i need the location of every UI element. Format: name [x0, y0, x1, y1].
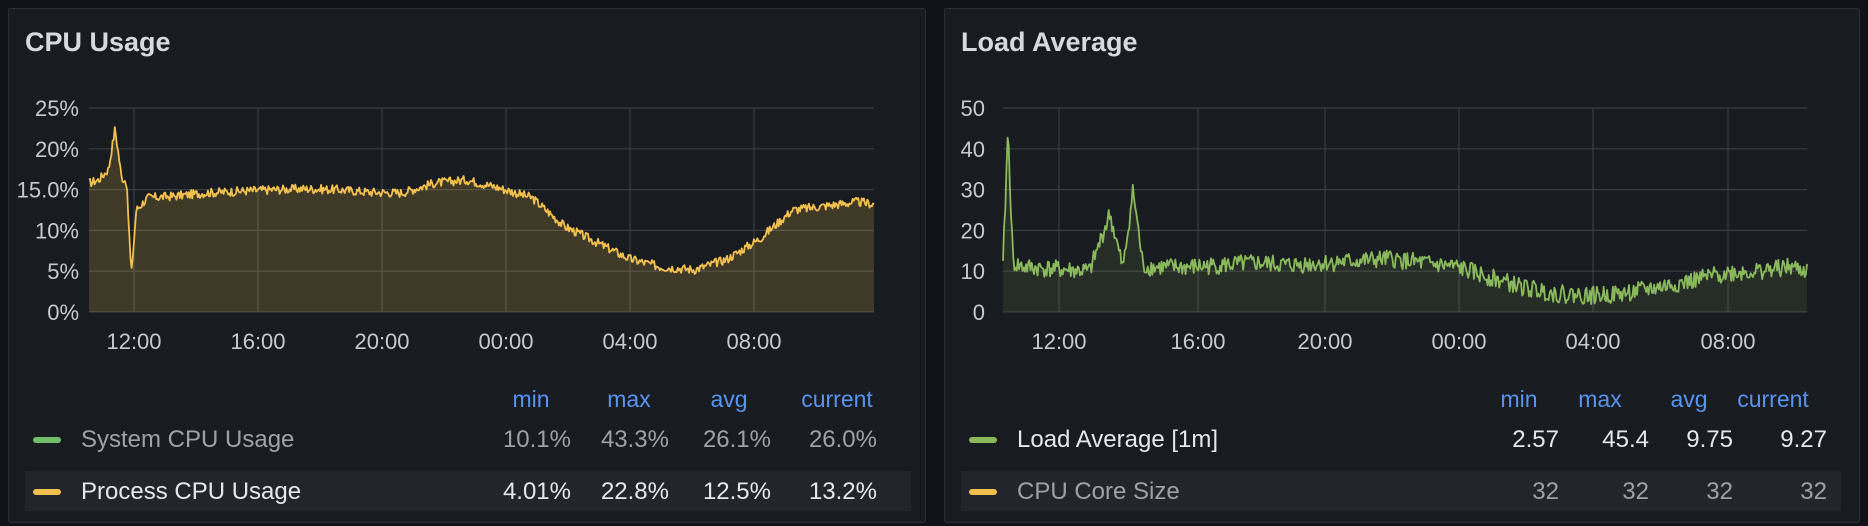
- series-area: [89, 127, 874, 312]
- panel-title[interactable]: CPU Usage: [25, 27, 171, 57]
- legend-value-max: 32: [1622, 478, 1649, 505]
- y-tick-label: 15.0%: [17, 178, 79, 203]
- panel-title[interactable]: Load Average: [961, 27, 1138, 57]
- legend-color-swatch: [33, 437, 61, 443]
- cpu-usage-chart: 0% 5% 10% 15.0% 20% 25% 12:00 16:00 20:00 00:00 04…: [17, 96, 875, 354]
- y-tick-label: 0%: [47, 300, 79, 325]
- legend-header-avg[interactable]: avg: [710, 386, 748, 412]
- x-tick-label: 20:00: [354, 329, 409, 354]
- cpu-usage-legend: min max avg current System CPU Usage 10.1% 43.…: [9, 9, 925, 522]
- y-tick-label: 0: [973, 300, 985, 325]
- legend-header-min[interactable]: min: [1500, 386, 1538, 412]
- legend-header-avg[interactable]: avg: [1670, 386, 1708, 412]
- series-line: [88, 126, 875, 275]
- legend-header-max[interactable]: max: [1578, 386, 1622, 412]
- series-area: [1003, 137, 1807, 312]
- y-tick-label: 25%: [35, 96, 79, 121]
- y-tick-label: 10: [961, 259, 985, 284]
- legend-series-name: System CPU Usage: [81, 426, 295, 453]
- legend-value-avg: 12.5%: [702, 478, 771, 505]
- legend-value-current: 26.0%: [808, 426, 877, 453]
- legend-row[interactable]: System CPU Usage 10.1% 43.3% 26.1% 26.0%: [25, 419, 911, 459]
- x-tick-label: 08:00: [1700, 329, 1755, 354]
- legend-value-min: 10.1%: [502, 426, 571, 453]
- legend-value-max: 45.4: [1602, 426, 1649, 453]
- cpu-usage-panel: CPU Usage 0% 5% 10% 15.0% 20% 25% 12:00 16:00 20…: [8, 8, 926, 523]
- y-tick-label: 10%: [35, 218, 79, 243]
- legend-value-current: 32: [1800, 478, 1827, 505]
- legend-header-current[interactable]: current: [1737, 386, 1809, 412]
- x-tick-label: 08:00: [726, 329, 781, 354]
- x-tick-label: 12:00: [106, 329, 161, 354]
- legend-value-avg: 32: [1706, 478, 1733, 505]
- legend-series-name: CPU Core Size: [1017, 478, 1180, 505]
- y-tick-label: 5%: [47, 259, 79, 284]
- legend-row[interactable]: Process CPU Usage 4.01% 22.8% 12.5% 13.2%: [25, 471, 911, 511]
- legend-value-current: 9.27: [1780, 426, 1827, 453]
- x-tick-label: 04:00: [602, 329, 657, 354]
- y-tick-label: 20: [961, 218, 985, 243]
- x-tick-label: 16:00: [230, 329, 285, 354]
- legend-series-name: Process CPU Usage: [81, 478, 302, 505]
- legend-row[interactable]: CPU Core Size 32 32 32 32: [961, 471, 1841, 511]
- y-tick-label: 20%: [35, 137, 79, 162]
- load-average-chart: 0 10 20 30 40 50 12:00 16:00 20:00 00:00 04:00 08:0…: [961, 96, 1808, 354]
- legend-series-name: Load Average [1m]: [1017, 426, 1219, 453]
- legend-color-swatch: [969, 437, 997, 443]
- legend-value-min: 4.01%: [502, 478, 571, 505]
- legend-header-min[interactable]: min: [512, 386, 550, 412]
- legend-color-swatch: [33, 489, 61, 495]
- legend-header-max[interactable]: max: [607, 386, 651, 412]
- legend-header-current[interactable]: current: [801, 386, 873, 412]
- y-tick-label: 50: [961, 96, 985, 121]
- legend-row[interactable]: Load Average [1m] 2.57 45.4 9.75 9.27: [961, 419, 1841, 459]
- legend-color-swatch: [969, 489, 997, 495]
- load-average-panel: Load Average 0 10 20 30 40 50 12:00 16:00 20:00 0…: [944, 8, 1860, 523]
- legend-value-avg: 9.75: [1686, 426, 1733, 453]
- x-tick-label: 04:00: [1565, 329, 1620, 354]
- x-tick-label: 16:00: [1170, 329, 1225, 354]
- legend-value-max: 22.8%: [600, 478, 669, 505]
- load-average-legend: min max avg current Load Average [1m] 2.57 45.…: [945, 9, 1859, 522]
- legend-value-avg: 26.1%: [702, 426, 771, 453]
- legend-value-max: 43.3%: [600, 426, 669, 453]
- legend-value-min: 32: [1532, 478, 1559, 505]
- legend-value-min: 2.57: [1512, 426, 1559, 453]
- series-line: [1002, 136, 1808, 305]
- y-tick-label: 40: [961, 137, 985, 162]
- x-tick-label: 00:00: [478, 329, 533, 354]
- y-tick-label: 30: [961, 178, 985, 203]
- x-tick-label: 20:00: [1297, 329, 1352, 354]
- legend-value-current: 13.2%: [808, 478, 877, 505]
- x-tick-label: 12:00: [1031, 329, 1086, 354]
- x-tick-label: 00:00: [1431, 329, 1486, 354]
